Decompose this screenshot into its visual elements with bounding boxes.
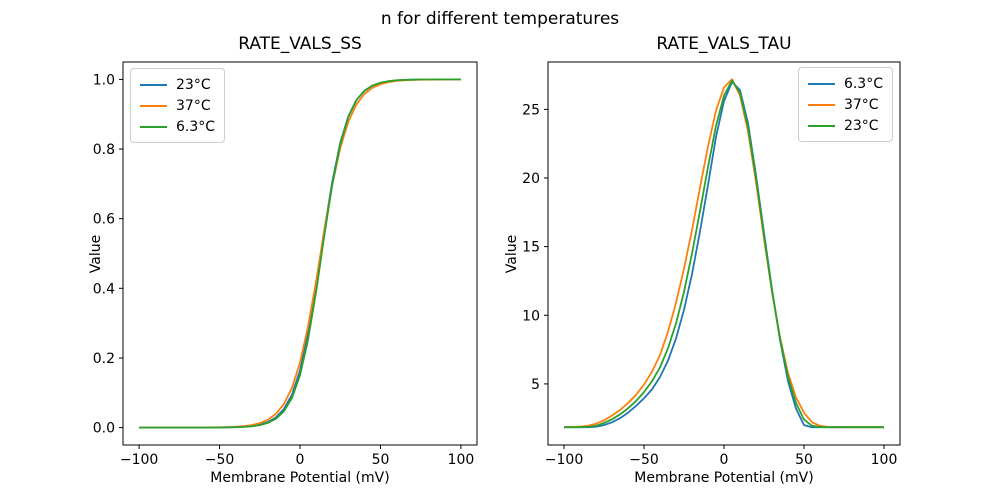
svg-text:15: 15 bbox=[522, 240, 540, 256]
svg-text:−50: −50 bbox=[629, 452, 659, 468]
legend-line-sample-icon bbox=[140, 104, 167, 107]
legend-line-sample-icon bbox=[140, 83, 167, 86]
svg-text:5: 5 bbox=[531, 377, 540, 393]
svg-text:0.8: 0.8 bbox=[93, 142, 115, 158]
ss-title: RATE_VALS_SS bbox=[238, 34, 362, 54]
svg-text:−100: −100 bbox=[120, 452, 158, 468]
ss-legend-entry-37c: 37°C bbox=[140, 95, 215, 116]
tau-x-axis-label: Membrane Potential (mV) bbox=[634, 470, 814, 486]
svg-text:−50: −50 bbox=[205, 452, 235, 468]
tau-legend-entry-6-3c: 6.3°C bbox=[807, 73, 883, 94]
figure-title: n for different temperatures bbox=[380, 9, 620, 29]
legend-label: 23°C bbox=[843, 117, 879, 134]
tau-legend-entry-37c: 37°C bbox=[807, 94, 883, 115]
svg-text:0.6: 0.6 bbox=[93, 212, 115, 228]
svg-text:0.2: 0.2 bbox=[93, 351, 115, 367]
legend-line-sample-icon bbox=[140, 125, 167, 128]
svg-text:0.4: 0.4 bbox=[93, 281, 115, 297]
ss-legend-entry-23c: 23°C bbox=[140, 74, 215, 95]
ss-legend: 23°C 37°C 6.3°C bbox=[130, 68, 226, 143]
svg-text:0: 0 bbox=[720, 452, 729, 468]
tau-legend: 6.3°C 37°C 23°C bbox=[797, 67, 893, 142]
svg-text:50: 50 bbox=[372, 452, 390, 468]
ss-x-axis-label: Membrane Potential (mV) bbox=[210, 470, 390, 486]
legend-line-sample-icon bbox=[807, 82, 835, 85]
legend-line-sample-icon bbox=[807, 103, 835, 106]
legend-label: 23°C bbox=[176, 76, 211, 93]
svg-text:20: 20 bbox=[522, 171, 540, 187]
svg-text:0.0: 0.0 bbox=[93, 421, 115, 437]
svg-text:50: 50 bbox=[795, 452, 813, 468]
tau-subplot: RATE_VALS_TAU Value Membrane Potential (… bbox=[504, 34, 901, 486]
svg-text:1.0: 1.0 bbox=[93, 72, 115, 88]
legend-label: 6.3°C bbox=[176, 118, 216, 135]
ss-legend-entry-6-3c: 6.3°C bbox=[140, 116, 215, 137]
ss-plot-area: −100 −50 0 50 100 0.0 0.2 0.4 0.6 0.8 1.0 bbox=[93, 61, 478, 468]
tau-title: RATE_VALS_TAU bbox=[656, 34, 792, 54]
legend-label: 37°C bbox=[176, 97, 211, 114]
svg-text:25: 25 bbox=[522, 102, 540, 118]
svg-text:0: 0 bbox=[296, 452, 305, 468]
tau-legend-entry-23c: 23°C bbox=[807, 115, 883, 136]
svg-text:10: 10 bbox=[522, 308, 540, 324]
tau-y-axis-label: Value bbox=[504, 234, 520, 273]
svg-text:100: 100 bbox=[871, 452, 898, 468]
tau-plot-area: −100 −50 0 50 100 5 10 15 20 25 bbox=[522, 61, 901, 468]
ss-y-axis-label: Value bbox=[88, 234, 104, 273]
svg-text:100: 100 bbox=[448, 452, 475, 468]
legend-label: 37°C bbox=[843, 96, 879, 113]
legend-line-sample-icon bbox=[807, 124, 835, 127]
ss-subplot: RATE_VALS_SS Value Membrane Potential (m… bbox=[88, 34, 478, 486]
svg-text:−100: −100 bbox=[545, 452, 583, 468]
legend-label: 6.3°C bbox=[843, 75, 883, 92]
